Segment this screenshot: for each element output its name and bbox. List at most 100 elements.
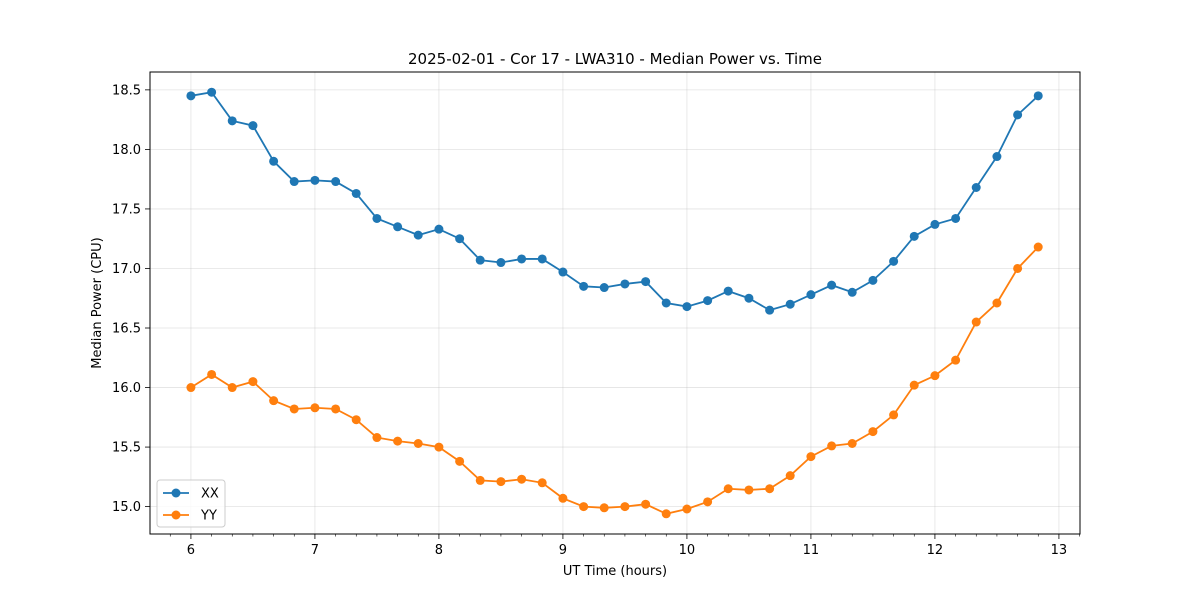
data-point-yy [930, 371, 940, 381]
data-point-xx [620, 279, 630, 289]
x-tick-label: 8 [435, 543, 443, 558]
data-point-xx [517, 254, 527, 264]
data-point-yy [909, 380, 919, 390]
x-tick-label: 12 [927, 543, 944, 558]
data-point-xx [661, 298, 671, 308]
data-point-yy [847, 439, 857, 449]
legend-marker-xx [171, 488, 181, 498]
data-point-yy [1013, 263, 1023, 273]
data-point-yy [186, 383, 196, 393]
data-point-xx [765, 305, 775, 315]
data-point-yy [1033, 242, 1043, 252]
data-point-yy [455, 456, 465, 466]
x-axis-label: UT Time (hours) [563, 564, 667, 579]
x-tick-label: 9 [559, 543, 567, 558]
data-point-xx [558, 267, 568, 277]
y-axis: 15.0 15.5 16.0 16.5 17.0 17.5 18.0 18.5 [112, 83, 150, 515]
data-point-yy [227, 383, 237, 393]
plot-frame [149, 71, 1081, 535]
data-point-yy [537, 478, 547, 488]
data-point-yy [641, 499, 651, 509]
data-point-yy [951, 355, 961, 365]
y-tick-label: 16.5 [112, 322, 141, 337]
data-point-xx [351, 188, 361, 198]
data-point-xx [992, 152, 1002, 162]
data-point-xx [703, 296, 713, 306]
data-point-xx [434, 224, 444, 234]
data-point-xx [475, 255, 485, 265]
grid [150, 72, 1080, 534]
data-point-yy [517, 474, 527, 484]
data-point-yy [971, 317, 981, 327]
y-tick-label: 16.0 [112, 381, 141, 396]
data-point-xx [269, 156, 279, 166]
data-point-yy [413, 439, 423, 449]
x-axis: 6 7 8 9 10 11 12 13 [169, 534, 1080, 558]
data-point-xx [641, 277, 651, 287]
data-point-xx [1013, 110, 1023, 120]
data-point-yy [620, 502, 630, 512]
data-point-xx [331, 177, 341, 187]
data-point-xx [930, 219, 940, 229]
y-axis-label: Median Power (CPU) [90, 237, 105, 368]
y-tick-label: 15.5 [112, 441, 141, 456]
data-point-xx [889, 256, 899, 266]
legend-label-xx: XX [201, 487, 219, 502]
data-point-xx [785, 299, 795, 309]
data-point-yy [496, 477, 506, 487]
x-tick-label: 11 [803, 543, 820, 558]
data-point-xx [1033, 91, 1043, 101]
data-point-xx [496, 258, 506, 268]
data-point-yy [765, 484, 775, 494]
y-tick-label: 18.5 [112, 83, 141, 98]
data-point-yy [248, 377, 258, 387]
data-point-xx [827, 280, 837, 290]
data-point-yy [289, 404, 299, 414]
data-point-xx [868, 275, 878, 285]
legend: XX YY [156, 479, 226, 528]
x-tick-label: 7 [311, 543, 319, 558]
data-point-yy [889, 410, 899, 420]
data-point-xx [393, 222, 403, 232]
x-tick-label: 10 [679, 543, 696, 558]
y-tick-label: 15.0 [112, 500, 141, 515]
data-point-xx [310, 175, 320, 185]
data-point-xx [289, 177, 299, 187]
data-point-yy [579, 502, 589, 512]
data-point-yy [475, 475, 485, 485]
data-point-xx [723, 286, 733, 296]
data-point-yy [310, 403, 320, 413]
data-point-yy [806, 452, 816, 462]
data-point-yy [703, 497, 713, 507]
data-point-yy [207, 369, 217, 379]
data-point-yy [661, 509, 671, 519]
data-point-yy [372, 433, 382, 443]
data-point-yy [744, 485, 754, 495]
x-tick-label: 13 [1051, 543, 1068, 558]
data-point-xx [207, 87, 217, 97]
data-point-xx [455, 234, 465, 244]
data-point-yy [682, 504, 692, 514]
legend-marker-yy [171, 510, 181, 520]
data-point-xx [951, 213, 961, 223]
data-point-yy [331, 404, 341, 414]
data-point-xx [413, 230, 423, 240]
data-point-yy [599, 503, 609, 513]
data-point-yy [393, 436, 403, 446]
data-point-yy [827, 441, 837, 451]
data-point-yy [351, 415, 361, 425]
data-point-xx [599, 283, 609, 293]
data-point-xx [971, 183, 981, 192]
data-point-yy [992, 298, 1002, 308]
chart-title: 2025-02-01 - Cor 17 - LWA310 - Median Po… [408, 50, 822, 68]
data-point-xx [909, 231, 919, 241]
series-layer [186, 87, 1043, 519]
y-tick-label: 17.0 [112, 262, 141, 277]
x-tick-label: 6 [187, 543, 195, 558]
data-point-xx [372, 213, 382, 223]
data-point-xx [227, 116, 237, 126]
y-tick-label: 18.0 [112, 143, 141, 158]
data-point-xx [744, 293, 754, 303]
data-point-yy [785, 471, 795, 481]
